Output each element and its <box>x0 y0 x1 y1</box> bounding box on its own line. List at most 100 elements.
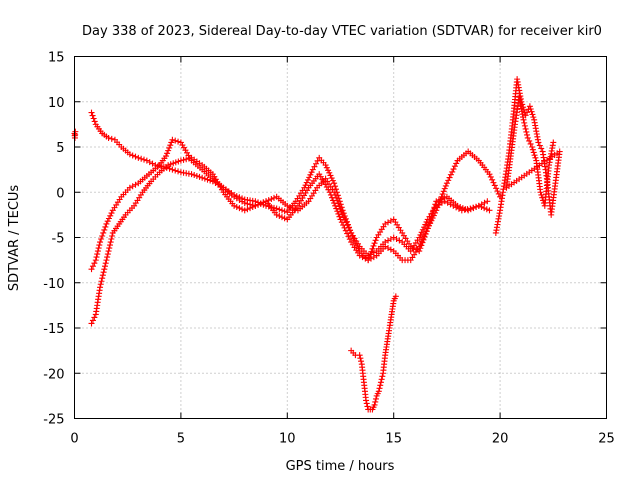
x-tick-label: 10 <box>279 432 296 447</box>
data-point <box>425 222 432 229</box>
data-point <box>332 183 339 190</box>
data-point <box>475 202 482 209</box>
data-point <box>281 208 288 215</box>
data-point <box>278 207 285 214</box>
data-point <box>379 373 386 380</box>
data-point <box>175 138 182 145</box>
data-point <box>164 150 171 157</box>
data-point <box>527 140 534 147</box>
data-point <box>340 222 347 229</box>
data-point <box>103 220 110 227</box>
data-point <box>457 203 464 210</box>
data-point <box>387 217 394 224</box>
data-points <box>71 76 563 413</box>
data-point <box>177 157 184 164</box>
chart-title: Day 338 of 2023, Sidereal Day-to-day VTE… <box>82 24 602 39</box>
data-point <box>106 242 113 249</box>
data-point <box>432 201 439 208</box>
data-point <box>490 179 497 186</box>
data-point <box>99 232 106 239</box>
x-tick-label: 15 <box>385 432 402 447</box>
data-point <box>385 219 392 226</box>
data-point <box>427 216 434 223</box>
data-point <box>487 173 494 180</box>
data-point <box>333 205 340 212</box>
data-point <box>90 115 97 122</box>
data-point <box>332 202 339 209</box>
data-point <box>286 203 293 210</box>
data-point <box>362 255 369 262</box>
data-point <box>155 162 162 169</box>
data-point <box>523 128 530 135</box>
data-point <box>524 134 531 141</box>
data-point <box>453 160 460 167</box>
data-point <box>524 109 531 116</box>
data-point <box>338 209 345 216</box>
data-point <box>328 194 335 201</box>
data-point <box>167 161 174 168</box>
data-point <box>441 185 448 192</box>
data-point <box>340 214 347 221</box>
data-point <box>392 293 399 300</box>
data-point <box>529 111 536 118</box>
data-point <box>98 236 105 243</box>
data-point <box>443 180 450 187</box>
data-point <box>446 174 453 181</box>
data-point <box>239 206 246 213</box>
y-tick-label: -15 <box>43 322 64 337</box>
data-point <box>447 171 454 178</box>
data-point <box>385 237 392 244</box>
data-point <box>337 216 344 223</box>
data-point <box>441 194 448 201</box>
data-point <box>247 205 254 212</box>
data-point <box>539 194 546 201</box>
data-point <box>342 217 349 224</box>
data-point <box>98 278 105 285</box>
data-point <box>105 134 112 141</box>
data-point <box>359 254 366 261</box>
data-point <box>521 119 528 126</box>
data-point <box>100 269 107 276</box>
data-point <box>336 213 343 220</box>
data-point <box>132 181 139 188</box>
data-point <box>520 116 527 123</box>
data-point <box>369 245 376 252</box>
data-point <box>91 314 98 321</box>
data-point <box>481 205 488 212</box>
data-point <box>185 155 192 162</box>
data-point <box>322 162 329 169</box>
data-point <box>249 203 256 210</box>
data-point <box>172 137 179 144</box>
data-point <box>308 169 315 176</box>
data-point <box>244 200 251 207</box>
data-point <box>530 149 537 156</box>
data-point <box>494 188 501 195</box>
data-point <box>537 189 544 196</box>
data-point <box>103 257 110 264</box>
data-point <box>169 136 176 143</box>
data-point <box>426 219 433 226</box>
data-point <box>163 153 170 160</box>
data-point <box>338 219 345 226</box>
data-point <box>371 240 378 247</box>
data-point <box>199 174 206 181</box>
data-point <box>353 240 360 247</box>
data-point <box>241 207 248 214</box>
data-point <box>396 237 403 244</box>
data-point <box>138 155 145 162</box>
data-point <box>204 176 211 183</box>
data-point <box>92 257 99 264</box>
x-tick-label: 25 <box>598 432 615 447</box>
data-point <box>105 215 112 222</box>
data-point <box>339 211 346 218</box>
data-point <box>370 242 377 249</box>
data-point <box>524 131 531 138</box>
y-tick-label: -10 <box>43 277 64 292</box>
data-point <box>372 395 379 402</box>
data-point <box>422 221 429 228</box>
data-point <box>331 200 338 207</box>
data-point <box>486 207 493 214</box>
data-point <box>126 151 133 158</box>
data-point <box>233 203 240 210</box>
data-point <box>423 228 430 235</box>
